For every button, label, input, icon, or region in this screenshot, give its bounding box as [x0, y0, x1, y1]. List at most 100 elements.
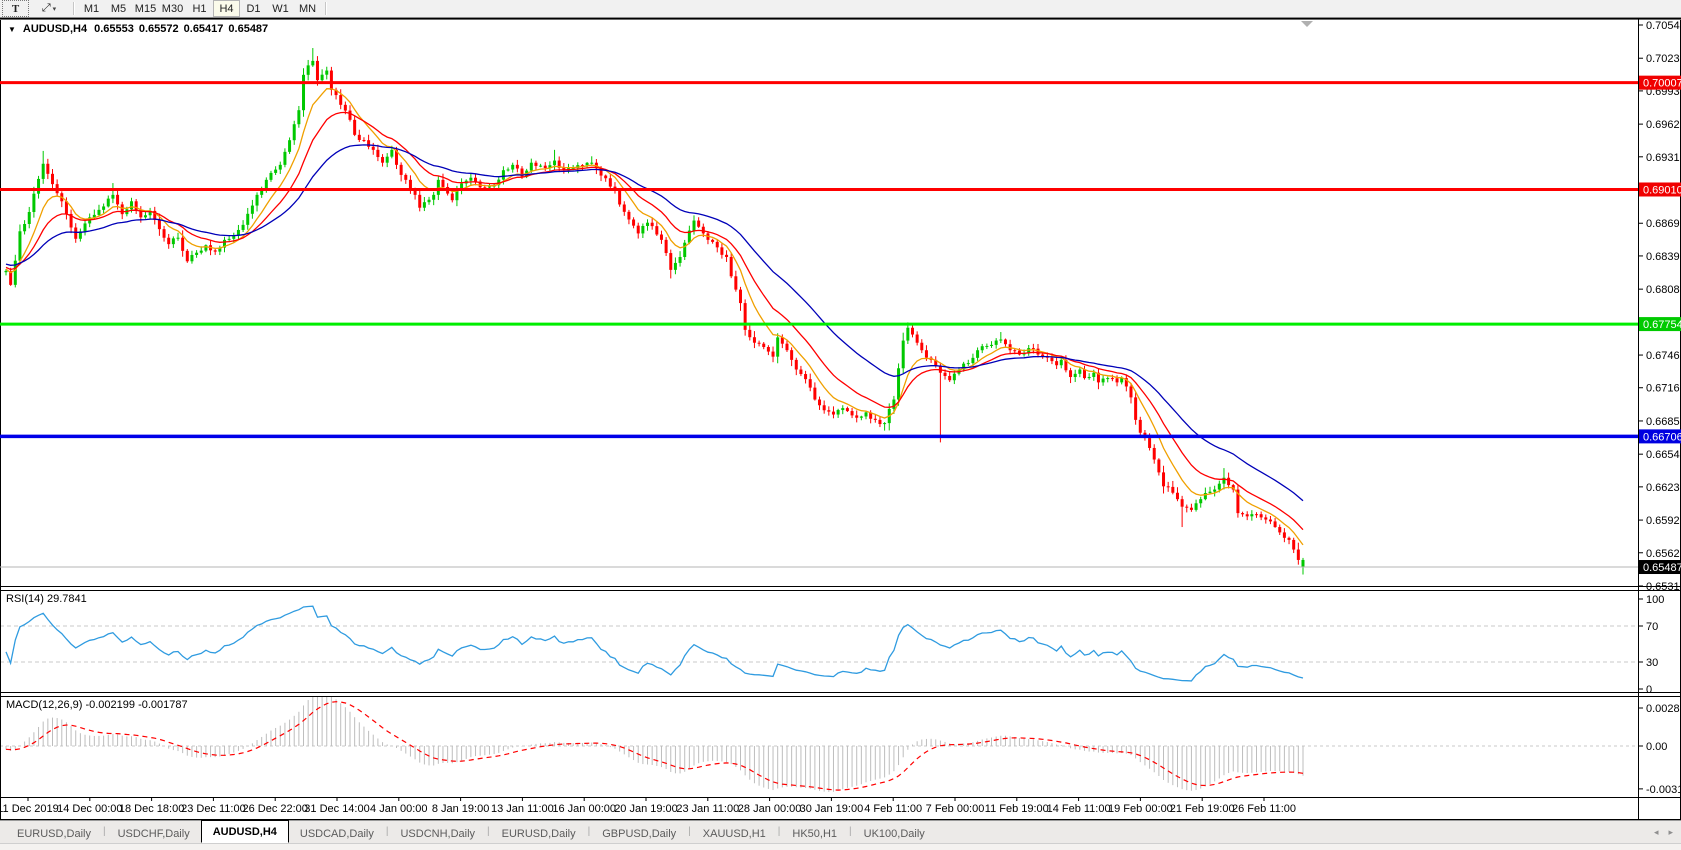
svg-text:14 Dec 00:00: 14 Dec 00:00 — [57, 803, 122, 815]
svg-text:11 Feb 19:00: 11 Feb 19:00 — [985, 803, 1049, 815]
svg-text:7 Feb 00:00: 7 Feb 00:00 — [926, 803, 985, 815]
svg-text:0: 0 — [1646, 684, 1652, 696]
svg-text:11 Dec 2019: 11 Dec 2019 — [0, 803, 59, 815]
svg-text:0.67465: 0.67465 — [1646, 350, 1681, 362]
symbol-tab-gbpusd-daily[interactable]: GBPUSD,Daily — [602, 827, 677, 840]
ma-fast-line — [5, 88, 1304, 546]
svg-text:19 Feb 00:00: 19 Feb 00:00 — [1108, 803, 1173, 815]
timeframe-button-m5[interactable]: M5 — [110, 2, 127, 15]
symbol-tab-eurusd-daily[interactable]: EURUSD,Daily — [501, 827, 576, 840]
tab-divider: | — [102, 826, 106, 837]
text-tool-button[interactable]: T — [2, 0, 29, 17]
timeframe-button-w1[interactable]: W1 — [272, 2, 289, 15]
svg-text:4 Feb 11:00: 4 Feb 11:00 — [864, 803, 922, 815]
timeframe-button-h1[interactable]: H1 — [192, 2, 207, 15]
toolbar-separator — [325, 2, 326, 15]
svg-text:0.66706: 0.66706 — [1643, 431, 1681, 443]
svg-text:0.65487: 0.65487 — [1643, 562, 1681, 574]
svg-text:8 Jan 19:00: 8 Jan 19:00 — [432, 803, 490, 815]
svg-text:0.65925: 0.65925 — [1646, 515, 1681, 527]
chart-dropdown-icon[interactable]: ▼ — [8, 24, 16, 34]
candlestick-series — [4, 48, 1305, 575]
horizontal-scrollbar[interactable] — [0, 843, 1681, 850]
rsi-indicator-label: RSI(14) 29.7841 — [6, 593, 87, 605]
chart-shift-marker-icon[interactable] — [1301, 21, 1313, 27]
tab-divider: | — [688, 826, 691, 837]
timeframe-button-group: M1 M5 M15 M30 H1 H4 D1 W1 MN — [78, 0, 321, 17]
symbol-tab-eurusd-daily[interactable]: EURUSD,Daily — [17, 827, 91, 840]
symbol-tab-uk100-daily[interactable]: UK100,Daily — [863, 827, 925, 840]
tab-divider: | — [385, 826, 389, 837]
svg-text:70: 70 — [1646, 621, 1658, 633]
timeframe-button-m15[interactable]: M15 — [134, 2, 157, 15]
svg-text:26 Dec 22:00: 26 Dec 22:00 — [242, 803, 307, 815]
chevron-down-icon: ▾ — [52, 5, 57, 13]
chart-symbol-label: AUDUSD,H4 — [22, 23, 88, 35]
arrows-icon: ⤢ — [41, 2, 51, 14]
tab-divider: | — [487, 826, 490, 837]
svg-text:21 Feb 19:00: 21 Feb 19:00 — [1170, 803, 1235, 815]
symbol-tab-usdchf-daily[interactable]: USDCHF,Daily — [117, 827, 190, 840]
macd-axis-labels: 0.002817 0.00 -0.003179 — [1638, 703, 1681, 796]
svg-text:30 Jan 19:00: 30 Jan 19:00 — [800, 803, 864, 815]
moving-average-lines — [5, 88, 1304, 546]
svg-text:0.00: 0.00 — [1646, 741, 1667, 753]
svg-text:16 Jan 00:00: 16 Jan 00:00 — [552, 803, 616, 815]
horizontal-level-lines — [0, 81, 1638, 568]
svg-text:30: 30 — [1646, 657, 1658, 669]
ma-medium-line — [5, 111, 1304, 531]
symbol-tab-usdcad-daily[interactable]: USDCAD,Daily — [299, 827, 374, 840]
tab-divider: | — [849, 826, 852, 837]
svg-text:13 Jan 11:00: 13 Jan 11:00 — [491, 803, 554, 815]
timeframe-button-m1[interactable]: M1 — [83, 2, 100, 15]
arrows-tool-button[interactable]: ⤢ ▾ — [29, 0, 69, 17]
price-axis-badges: 0.70007 0.69010 0.67754 0.66706 0.65487 — [1639, 75, 1681, 575]
chart-title: ▼ AUDUSD,H4 0.65553 0.65572 0.65417 0.65… — [8, 23, 268, 35]
macd-pane — [1, 697, 1638, 792]
tab-divider: | — [587, 826, 591, 837]
svg-text:28 Jan 00:00: 28 Jan 00:00 — [738, 803, 802, 815]
symbol-tab-hk50-h1[interactable]: HK50,H1 — [792, 827, 838, 840]
svg-text:26 Feb 11:00: 26 Feb 11:00 — [1232, 803, 1296, 815]
low-value: 0.65417 — [183, 23, 224, 35]
symbol-tab-xauusd-h1[interactable]: XAUUSD,H1 — [702, 827, 766, 840]
high-value: 0.65572 — [138, 23, 179, 35]
tab-scroll-right-icon[interactable]: ▸ — [1668, 826, 1673, 837]
svg-text:0.70545: 0.70545 — [1646, 20, 1681, 32]
timeframe-button-mn[interactable]: MN — [298, 2, 317, 15]
chart-ohlc-values: 0.65553 0.65572 0.65417 0.65487 — [94, 23, 268, 35]
close-value: 0.65487 — [228, 23, 269, 35]
svg-text:0.70007: 0.70007 — [1643, 78, 1681, 90]
symbol-tab-usdcnh-daily[interactable]: USDCNH,Daily — [400, 827, 476, 840]
svg-text:20 Jan 19:00: 20 Jan 19:00 — [614, 803, 678, 815]
timeframe-button-d1[interactable]: D1 — [246, 2, 261, 15]
symbol-tabs: EURUSD,Daily | USDCHF,Daily AUDUSD,H4 USDCAD… — [6, 820, 936, 843]
tab-scroll-buttons: ◂ ▸ — [1654, 827, 1681, 838]
timeframe-button-m30[interactable]: M30 — [161, 2, 184, 15]
tab-scroll-left-icon[interactable]: ◂ — [1653, 826, 1659, 837]
svg-text:4 Jan 00:00: 4 Jan 00:00 — [370, 803, 428, 815]
svg-text:100: 100 — [1646, 594, 1664, 606]
timeframe-button-h4[interactable]: H4 — [213, 0, 240, 17]
tab-divider: | — [777, 826, 781, 837]
svg-text:0.002817: 0.002817 — [1646, 703, 1681, 715]
symbol-tab-audusd-h4[interactable]: AUDUSD,H4 — [200, 820, 289, 843]
open-value: 0.65553 — [94, 23, 134, 35]
svg-text:14 Feb 11:00: 14 Feb 11:00 — [1047, 803, 1111, 815]
svg-text:0.67754: 0.67754 — [1643, 319, 1681, 331]
chart-window-border — [0, 18, 1681, 820]
svg-text:0.68695: 0.68695 — [1646, 218, 1681, 230]
svg-text:0.66235: 0.66235 — [1646, 482, 1681, 494]
svg-text:0.69010: 0.69010 — [1643, 184, 1681, 196]
macd-signal-line — [5, 701, 1304, 791]
macd-indicator-label: MACD(12,26,9) -0.002199 -0.001787 — [6, 699, 188, 711]
toolbar-separator — [73, 2, 74, 15]
